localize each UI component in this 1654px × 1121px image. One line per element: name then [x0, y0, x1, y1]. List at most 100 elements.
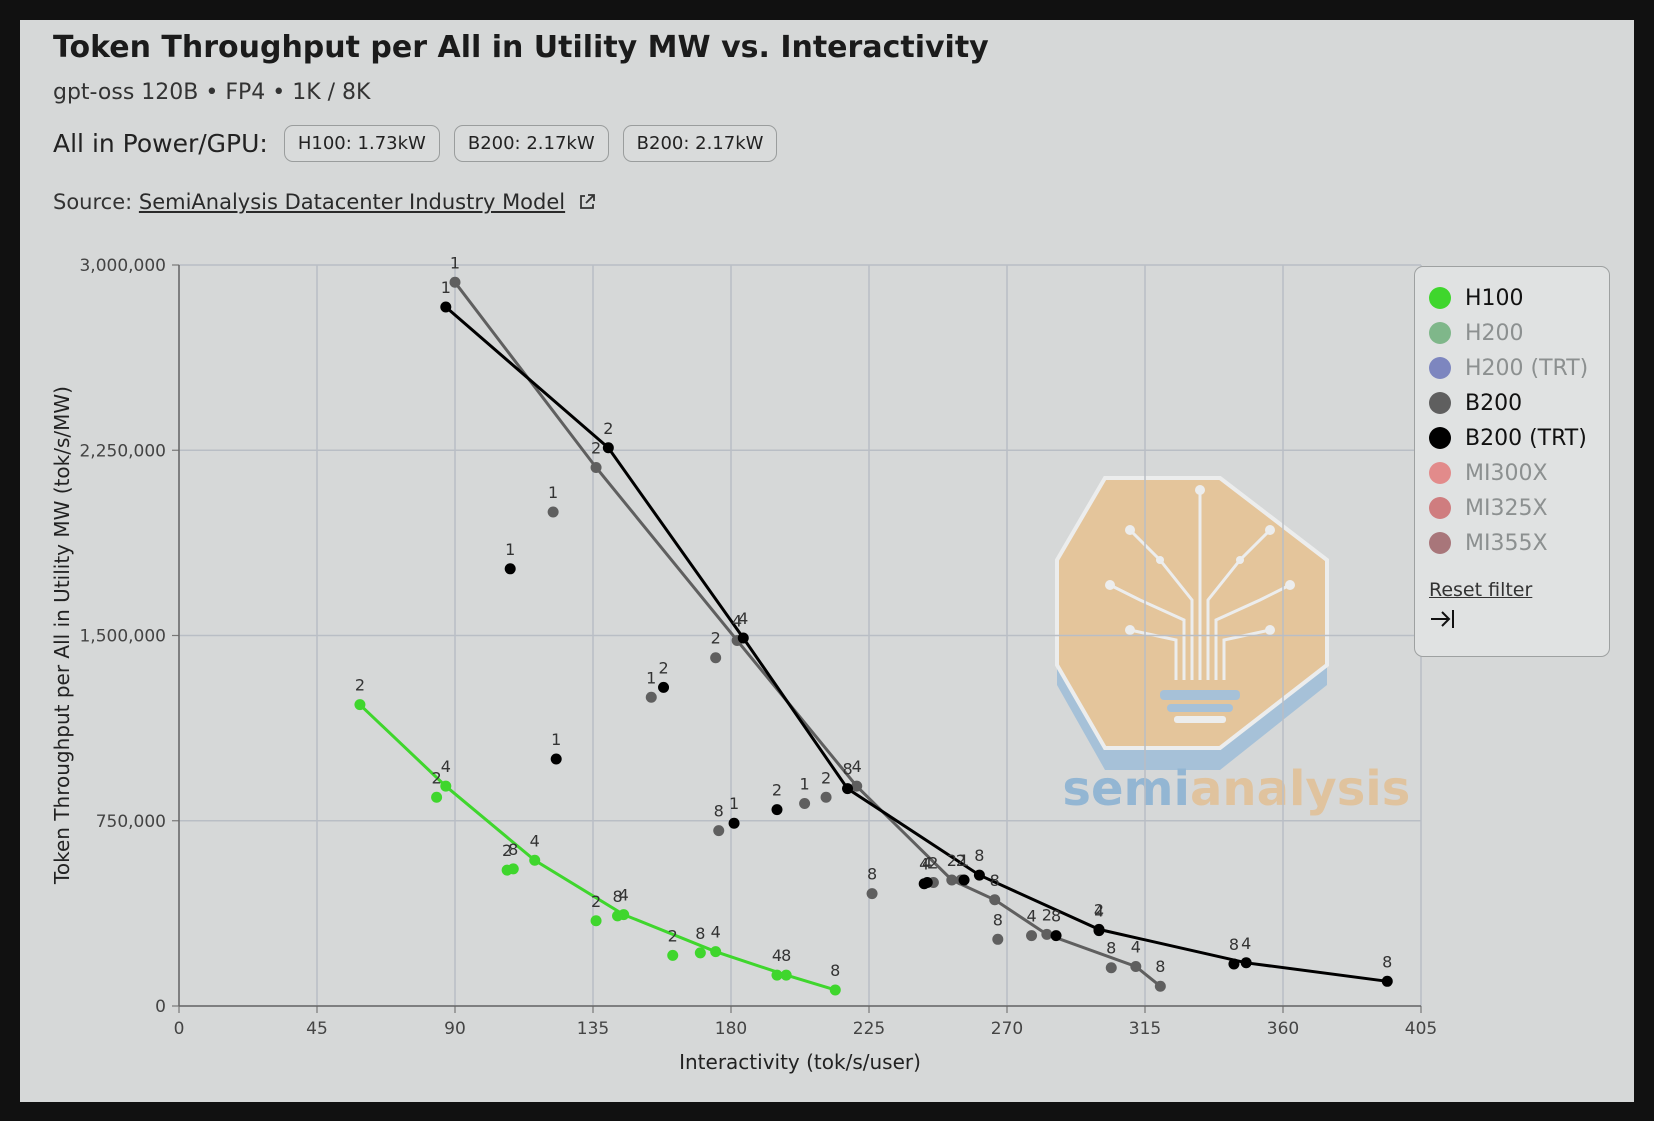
h100-data-point[interactable]: [612, 910, 624, 922]
watermark-text-analysis: analysis: [1190, 761, 1410, 817]
b200-data-point[interactable]: [449, 276, 461, 288]
b200-point-label: 4: [1131, 937, 1141, 956]
y-tick-label: 3,000,000: [79, 256, 166, 276]
x-tick-label: 270: [991, 1019, 1023, 1039]
power-chip-b200-trt: B200: 2.17kW: [622, 125, 778, 162]
b200-trt-data-point[interactable]: [1093, 925, 1105, 937]
b200-point-label: 1: [800, 774, 810, 793]
power-per-gpu-row: All in Power/GPU: H100: 1.73kW B200: 2.1…: [53, 125, 791, 162]
b200-trt-point-label: 8: [974, 846, 984, 865]
h100-data-point[interactable]: [771, 969, 783, 981]
h100-data-point[interactable]: [354, 699, 366, 711]
h100-frontier-line: [358, 703, 836, 992]
h100-data-point[interactable]: [694, 947, 706, 959]
b200-point-label: 2: [1042, 905, 1052, 924]
legend-item-mi300x[interactable]: MI300X: [1429, 458, 1548, 488]
x-tick-label: 405: [1405, 1019, 1437, 1039]
h100-data-point[interactable]: [529, 854, 541, 866]
h100-point-label: 2: [668, 926, 678, 945]
h100-data-point[interactable]: [780, 969, 792, 981]
legend-item-h200-trt[interactable]: H200 (TRT): [1429, 353, 1588, 383]
b200-trt-point-label: 4: [1094, 902, 1104, 921]
source-link[interactable]: SemiAnalysis Datacenter Industry Model: [138, 190, 566, 214]
h100-data-point[interactable]: [440, 780, 452, 792]
legend-label: H200 (TRT): [1465, 355, 1589, 381]
b200-trt-data-point[interactable]: [973, 869, 985, 881]
b200-trt-data-point[interactable]: [1381, 975, 1393, 987]
b200-data-point[interactable]: [946, 874, 958, 886]
b200-data-point[interactable]: [645, 691, 657, 703]
b200-data-point[interactable]: [992, 933, 1004, 945]
b200-trt-point-label: 4: [922, 854, 932, 873]
b200-trt-data-point[interactable]: [1050, 930, 1062, 942]
b200-point-label: 8: [867, 865, 877, 884]
legend-label: MI325X: [1465, 495, 1548, 521]
h100-point-label: 8: [508, 840, 518, 859]
b200-data-point[interactable]: [866, 888, 878, 900]
external-link-icon[interactable]: [578, 193, 596, 211]
h100-data-point[interactable]: [431, 791, 443, 803]
legend-item-b200-trt[interactable]: B200 (TRT): [1429, 423, 1587, 453]
b200-data-point[interactable]: [1105, 962, 1117, 974]
y-tick-label: 1,500,000: [79, 627, 166, 647]
b200-data-point[interactable]: [713, 825, 725, 837]
b200-point-label: 2: [711, 629, 721, 648]
h100-point-label: 8: [781, 946, 791, 965]
y-tick-label: 2,250,000: [79, 441, 166, 461]
b200-trt-data-point[interactable]: [504, 563, 516, 575]
b200-point-label: 2: [947, 851, 957, 870]
h100-data-point[interactable]: [710, 946, 722, 958]
b200-trt-data-point[interactable]: [921, 877, 933, 888]
b200-trt-data-point[interactable]: [728, 817, 740, 829]
h100-data-point[interactable]: [667, 949, 679, 961]
legend-label: H100: [1465, 285, 1524, 311]
b200-data-point[interactable]: [710, 652, 722, 664]
b200-data-point[interactable]: [851, 780, 863, 792]
legend-label: B200: [1465, 390, 1523, 416]
legend-swatch: [1429, 532, 1451, 554]
b200-point-label: 8: [1106, 939, 1116, 958]
b200-trt-data-point[interactable]: [842, 783, 854, 795]
h100-point-label: 2: [432, 768, 442, 787]
h100-data-point[interactable]: [590, 915, 602, 927]
legend-item-mi355x[interactable]: MI355X: [1429, 528, 1548, 558]
legend-item-b200[interactable]: B200: [1429, 388, 1522, 418]
b200-trt-data-point[interactable]: [440, 301, 452, 313]
b200-data-point[interactable]: [1026, 930, 1038, 942]
reset-filter-link[interactable]: Reset filter: [1429, 579, 1533, 601]
b200-trt-data-point[interactable]: [737, 632, 749, 644]
x-tick-label: 315: [1129, 1019, 1161, 1039]
b200-data-point[interactable]: [1041, 928, 1053, 940]
b200-trt-data-point[interactable]: [550, 753, 562, 765]
b200-trt-data-point[interactable]: [1228, 958, 1240, 970]
b200-trt-data-point[interactable]: [658, 681, 670, 693]
collapse-right-icon[interactable]: [1429, 607, 1457, 631]
b200-trt-data-point[interactable]: [1240, 957, 1252, 969]
h100-data-point[interactable]: [507, 863, 519, 875]
b200-data-point[interactable]: [1130, 960, 1142, 972]
b200-trt-point-label: 8: [1229, 935, 1239, 954]
b200-point-label: 2: [928, 854, 938, 873]
b200-point-label: 8: [714, 802, 724, 821]
b200-trt-data-point[interactable]: [602, 442, 614, 454]
b200-data-point[interactable]: [989, 894, 1001, 906]
b200-trt-data-point[interactable]: [958, 874, 970, 886]
legend-item-h100[interactable]: H100: [1429, 283, 1524, 313]
legend-swatch: [1429, 357, 1451, 379]
b200-data-point[interactable]: [799, 797, 811, 809]
x-tick-label: 360: [1267, 1019, 1299, 1039]
x-tick-label: 180: [715, 1019, 747, 1039]
b200-data-point[interactable]: [1154, 980, 1166, 992]
legend-item-h200[interactable]: H200: [1429, 318, 1524, 348]
x-tick-label: 135: [577, 1019, 609, 1039]
legend-item-mi325x[interactable]: MI325X: [1429, 493, 1548, 523]
b200-data-point[interactable]: [547, 506, 559, 518]
h100-point-label: 8: [612, 887, 622, 906]
b200-data-point[interactable]: [820, 791, 832, 803]
h100-point-label: 8: [830, 961, 840, 980]
legend-swatch: [1429, 497, 1451, 519]
h100-data-point[interactable]: [829, 984, 841, 996]
b200-data-point[interactable]: [590, 462, 602, 474]
b200-trt-data-point[interactable]: [771, 804, 783, 816]
